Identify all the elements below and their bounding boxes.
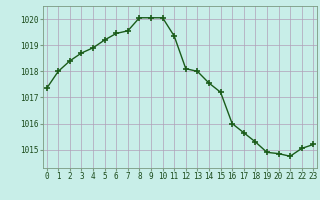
Text: Graphe pression niveau de la mer (hPa): Graphe pression niveau de la mer (hPa) bbox=[41, 181, 279, 191]
